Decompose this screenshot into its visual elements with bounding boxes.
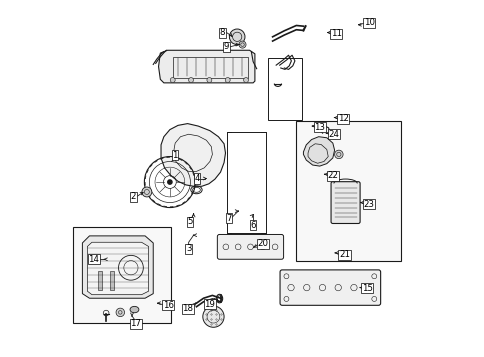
Circle shape xyxy=(225,77,230,82)
Text: 13: 13 xyxy=(314,123,325,132)
Circle shape xyxy=(239,41,245,48)
FancyBboxPatch shape xyxy=(217,235,283,259)
Circle shape xyxy=(334,150,342,159)
Text: 14: 14 xyxy=(88,255,99,264)
Text: 3: 3 xyxy=(185,244,191,253)
Text: 2: 2 xyxy=(130,192,136,201)
Ellipse shape xyxy=(130,306,138,313)
Text: 9: 9 xyxy=(224,42,229,51)
Bar xyxy=(73,227,170,323)
Text: 17: 17 xyxy=(130,319,141,328)
Bar xyxy=(295,121,400,261)
Polygon shape xyxy=(303,137,334,166)
Text: 12: 12 xyxy=(337,115,348,124)
Text: 7: 7 xyxy=(226,214,231,223)
FancyBboxPatch shape xyxy=(331,182,359,223)
Circle shape xyxy=(142,187,151,197)
Text: 8: 8 xyxy=(219,28,225,37)
Text: 15: 15 xyxy=(361,284,372,293)
Text: 22: 22 xyxy=(327,171,338,180)
Text: 21: 21 xyxy=(338,250,349,259)
Bar xyxy=(110,271,114,290)
Text: 1: 1 xyxy=(172,151,178,160)
Text: 11: 11 xyxy=(330,30,341,39)
FancyBboxPatch shape xyxy=(279,270,380,305)
Text: 10: 10 xyxy=(363,18,374,27)
Bar xyxy=(98,271,102,290)
Polygon shape xyxy=(87,242,148,295)
Text: 18: 18 xyxy=(182,305,193,313)
Polygon shape xyxy=(161,124,225,186)
Bar xyxy=(268,58,302,120)
Circle shape xyxy=(229,29,244,45)
Circle shape xyxy=(188,77,193,82)
Text: 23: 23 xyxy=(363,200,374,208)
Circle shape xyxy=(167,180,172,184)
Text: 19: 19 xyxy=(204,300,215,309)
Bar xyxy=(226,132,265,233)
Polygon shape xyxy=(158,50,255,83)
Text: 16: 16 xyxy=(162,301,173,310)
Circle shape xyxy=(202,306,224,327)
Text: 24: 24 xyxy=(328,130,339,139)
Circle shape xyxy=(207,77,212,82)
Circle shape xyxy=(243,77,248,82)
Text: 6: 6 xyxy=(250,221,256,230)
Text: 4: 4 xyxy=(194,174,199,183)
Text: 5: 5 xyxy=(187,217,193,226)
Text: 20: 20 xyxy=(257,239,268,248)
Bar xyxy=(172,57,247,77)
Circle shape xyxy=(116,308,124,317)
Polygon shape xyxy=(82,236,153,298)
Circle shape xyxy=(170,77,175,82)
